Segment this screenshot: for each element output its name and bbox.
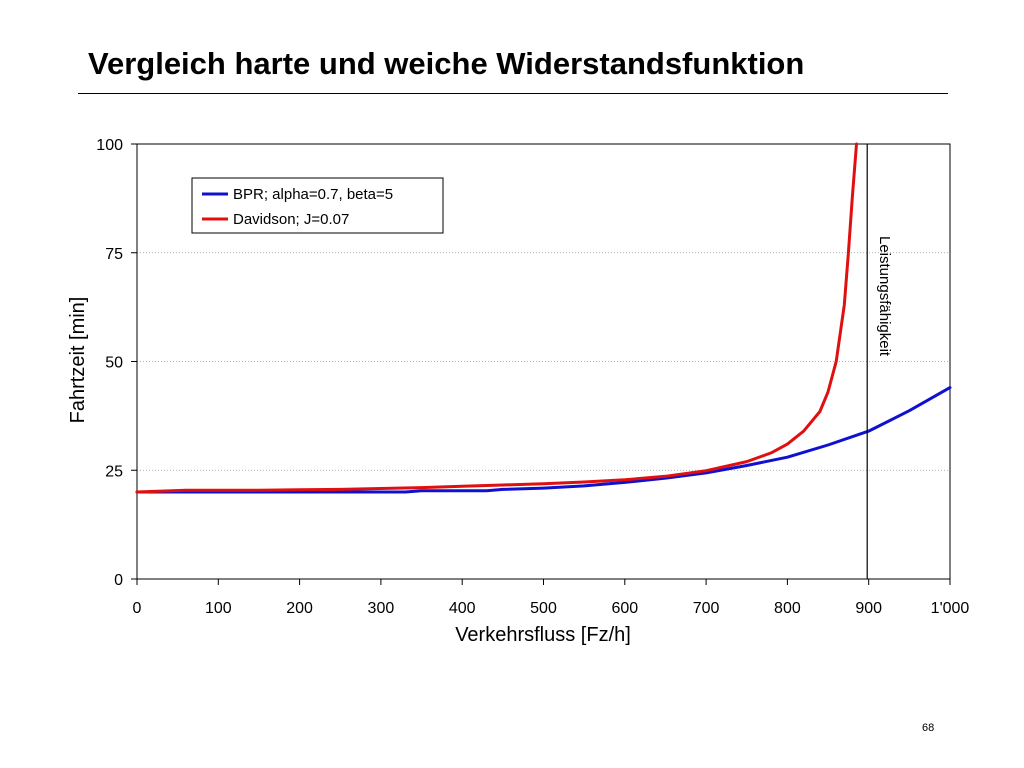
x-tick-label: 900 bbox=[855, 600, 882, 617]
legend: BPR; alpha=0.7, beta=5 Davidson; J=0.07 bbox=[191, 177, 444, 234]
series-line-bpr bbox=[135, 386, 952, 494]
y-axis-label: Fahrtzeit [min] bbox=[67, 297, 89, 424]
x-tick-label: 700 bbox=[693, 600, 720, 617]
x-tick-label: 600 bbox=[611, 600, 638, 617]
axes: 0 25 50 75 100 0 100 200 300 400 500 600 700 800 900 1'… bbox=[96, 137, 969, 617]
y-tick-label: 0 bbox=[114, 572, 123, 589]
series-line-davidson bbox=[135, 142, 858, 494]
y-tick-label: 25 bbox=[105, 463, 123, 480]
x-tick-label: 300 bbox=[368, 600, 395, 617]
title-underline bbox=[78, 93, 948, 94]
y-tick-label: 50 bbox=[105, 355, 123, 372]
legend-entry: Davidson; J=0.07 bbox=[233, 211, 349, 228]
grid-lines bbox=[137, 252, 950, 471]
series-layer bbox=[135, 142, 952, 494]
x-tick-label: 800 bbox=[774, 600, 801, 617]
x-tick-label: 200 bbox=[286, 600, 313, 617]
x-tick-label: 100 bbox=[205, 600, 232, 617]
y-tick-label: 100 bbox=[96, 137, 123, 154]
x-axis-label: Verkehrsfluss [Fz/h] bbox=[455, 624, 631, 646]
slide-number: 68 bbox=[922, 722, 935, 734]
legend-entry: BPR; alpha=0.7, beta=5 bbox=[233, 186, 393, 203]
annotation-layer: Leistungsfähigkeit bbox=[866, 144, 893, 579]
x-tick-label: 0 bbox=[133, 600, 142, 617]
y-tick-label: 75 bbox=[105, 246, 123, 263]
legend-box bbox=[191, 177, 444, 234]
slide-title: Vergleich harte und weiche Widerstandsfu… bbox=[88, 46, 805, 81]
x-tick-label: 400 bbox=[449, 600, 476, 617]
x-tick-label: 500 bbox=[530, 600, 557, 617]
capacity-label: Leistungsfähigkeit bbox=[876, 236, 893, 357]
x-tick-label: 1'000 bbox=[931, 600, 970, 617]
